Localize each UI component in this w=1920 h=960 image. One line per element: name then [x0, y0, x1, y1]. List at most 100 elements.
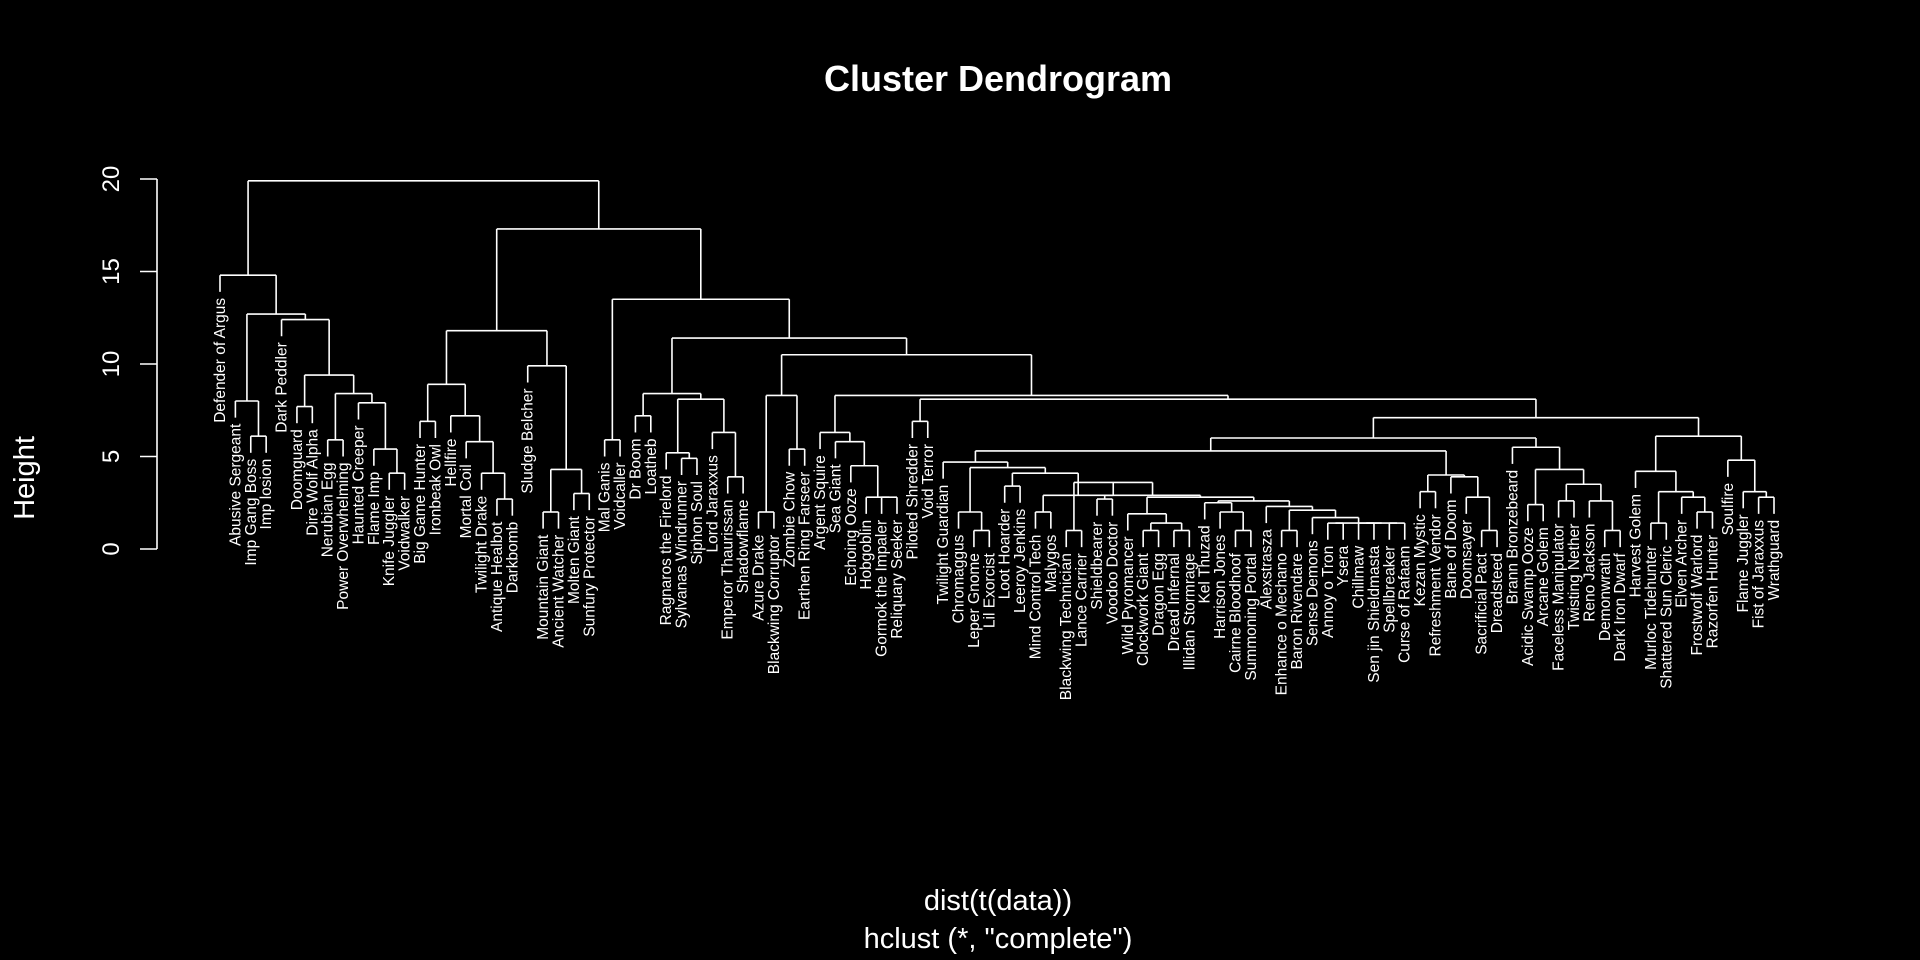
leaf-label: Abusive Sergeant [227, 423, 244, 546]
leaf-label: Cairne Bloodhoof [1227, 552, 1244, 672]
leaf-label: Ironbeak Owl [427, 444, 444, 535]
leaf-label: Clockwork Giant [1135, 552, 1152, 666]
y-tick-label: 20 [98, 166, 125, 193]
leaf-label: Big Game Hunter [412, 444, 429, 564]
leaf-label: Chillmaw [1351, 545, 1368, 609]
leaf-label: Hobgoblin [858, 520, 875, 590]
leaf-label: Lance Carrier [1074, 553, 1091, 647]
leaf-label: Razorfen Hunter [1704, 535, 1721, 649]
dendrogram-branches [219, 180, 1775, 548]
leaf-label: Mountain Giant [535, 534, 552, 640]
leaf-label: Ragnaros the Firelord [658, 475, 675, 625]
leaf-label: Voidcaller [612, 463, 629, 530]
leaf-label: Dire Wolf Alpha [304, 429, 321, 536]
leaf-label: Hellfire [443, 438, 460, 486]
leaf-label: Siphon Soul [689, 481, 706, 565]
leaf-label: Dr Boom [627, 438, 644, 499]
leaf-label: Leper Gnome [966, 553, 983, 648]
leaf-label: Demonwrath [1597, 553, 1614, 641]
leaf-label: Emperor Thaurissan [720, 500, 737, 640]
y-tick-label: 5 [98, 450, 125, 463]
leaf-label: Alexstrasza [1258, 529, 1275, 609]
leaf-label: Elven Archer [1674, 520, 1691, 608]
leaf-label: Darkbomb [504, 522, 521, 594]
leaf-label: Doomsayer [1458, 520, 1475, 599]
leaf-label: Frostwolf Warlord [1689, 535, 1706, 656]
leaf-label: Murloc Tidehunter [1643, 546, 1660, 670]
leaf-label: Dragon Egg [1151, 553, 1168, 636]
leaf-label: Blackwing Technician [1058, 553, 1075, 700]
leaf-label: Leeroy Jenkins [1012, 509, 1029, 614]
leaf-label: Dark Peddler [274, 342, 291, 432]
leaf-label: Mal Ganis [597, 462, 614, 532]
leaf-label: Chromaggus [951, 534, 968, 623]
leaf-label: Fist of Jaraxxus [1751, 520, 1768, 629]
leaf-label: Argent Squire [812, 455, 829, 550]
y-tick-label: 10 [98, 351, 125, 378]
y-tick-label: 15 [98, 258, 125, 285]
leaf-label: Piloted Shredder [904, 444, 921, 559]
leaf-label: Wild Pyromancer [1120, 537, 1137, 655]
leaf-label: Void Terror [920, 444, 937, 519]
leaf-label: Doomguard [289, 429, 306, 510]
leaf-label: Sacrificial Pact [1474, 552, 1491, 654]
leaf-label: Ancient Watcher [550, 535, 567, 648]
leaf-label: Voodoo Doctor [1104, 522, 1121, 625]
leaf-label: Nerubian Egg [320, 463, 337, 558]
leaf-label: Bane of Doom [1443, 500, 1460, 599]
leaf-label: Twilight Guardian [935, 485, 952, 605]
leaf-label: Shieldbearer [1089, 522, 1106, 610]
leaf-label: Sylvanas Windrunner [674, 481, 691, 628]
leaf-label: Knife Juggler [381, 496, 398, 586]
leaf-label: Haunted Creeper [350, 426, 367, 545]
leaf-label: Spellbreaker [1381, 546, 1398, 633]
leaf-label: Molten Giant [566, 515, 583, 604]
leaf-label: Annoy o Tron [1320, 546, 1337, 638]
leaf-label: Dreadsteed [1489, 553, 1506, 633]
leaf-label: Azure Drake [751, 535, 768, 621]
leaf-label: Ysera [1335, 545, 1352, 586]
leaf-label: Refreshment Vendor [1428, 514, 1445, 656]
leaf-label: Loatheb [643, 438, 660, 494]
leaf-label: Harvest Golem [1628, 494, 1645, 597]
leaf-label: Flame Imp [366, 472, 383, 545]
leaf-label: Arcane Golem [1535, 527, 1552, 626]
leaf-label: Voidwalker [397, 496, 414, 571]
leaf-label: Summoning Portal [1243, 553, 1260, 681]
leaf-label: Malygos [1043, 534, 1060, 592]
leaf-label: Twisting Nether [1566, 524, 1583, 631]
leaf-label: Baron Rivendare [1289, 553, 1306, 669]
leaf-label: Sen jin Shieldmasta [1366, 545, 1383, 682]
leaf-label: Kezan Mystic [1412, 514, 1429, 606]
leaf-label: Shadowflame [735, 500, 752, 594]
leaf-label: Kel Thuzad [1197, 525, 1214, 603]
leaf-label: Shattered Sun Cleric [1658, 546, 1675, 689]
leaf-label: Defender of Argus [212, 298, 229, 423]
leaf-label: Lord Jaraxxus [704, 455, 721, 553]
leaf-label: Wrathguard [1766, 520, 1783, 601]
y-tick-label: 0 [98, 542, 125, 555]
leaf-label: Sunfury Protector [581, 516, 598, 637]
leaf-label: Sea Giant [827, 464, 844, 534]
leaf-label: Loot Hoarder [997, 509, 1014, 599]
leaf-label: Earthen Ring Farseer [797, 472, 814, 620]
leaf-label: Faceless Manipulator [1551, 524, 1568, 671]
leaf-label: Enhance o Mechano [1274, 553, 1291, 695]
leaf-label: Echoing Ooze [843, 488, 860, 585]
chart-title: Cluster Dendrogram [824, 58, 1172, 99]
leaf-label: Power Overwhelming [335, 463, 352, 610]
leaf-label: Mind Control Tech [1027, 535, 1044, 660]
subtitle-method: hclust (*, "complete") [864, 923, 1133, 955]
leaf-label: Blackwing Corruptor [766, 535, 783, 675]
leaf-label: Dread Infernal [1166, 553, 1183, 651]
leaf-label: Zombie Chow [781, 471, 798, 567]
leaf-label: Mortal Coil [458, 464, 475, 538]
leaf-label: Flame Juggler [1735, 514, 1752, 612]
leaf-label: Illidan Stormrage [1181, 553, 1198, 670]
leaf-label: Twilight Drake [474, 496, 491, 593]
leaf-label: Imp losion [258, 459, 275, 530]
leaf-label: Imp Gang Boss [243, 459, 260, 566]
leaf-label: Lil Exorcist [981, 552, 998, 628]
